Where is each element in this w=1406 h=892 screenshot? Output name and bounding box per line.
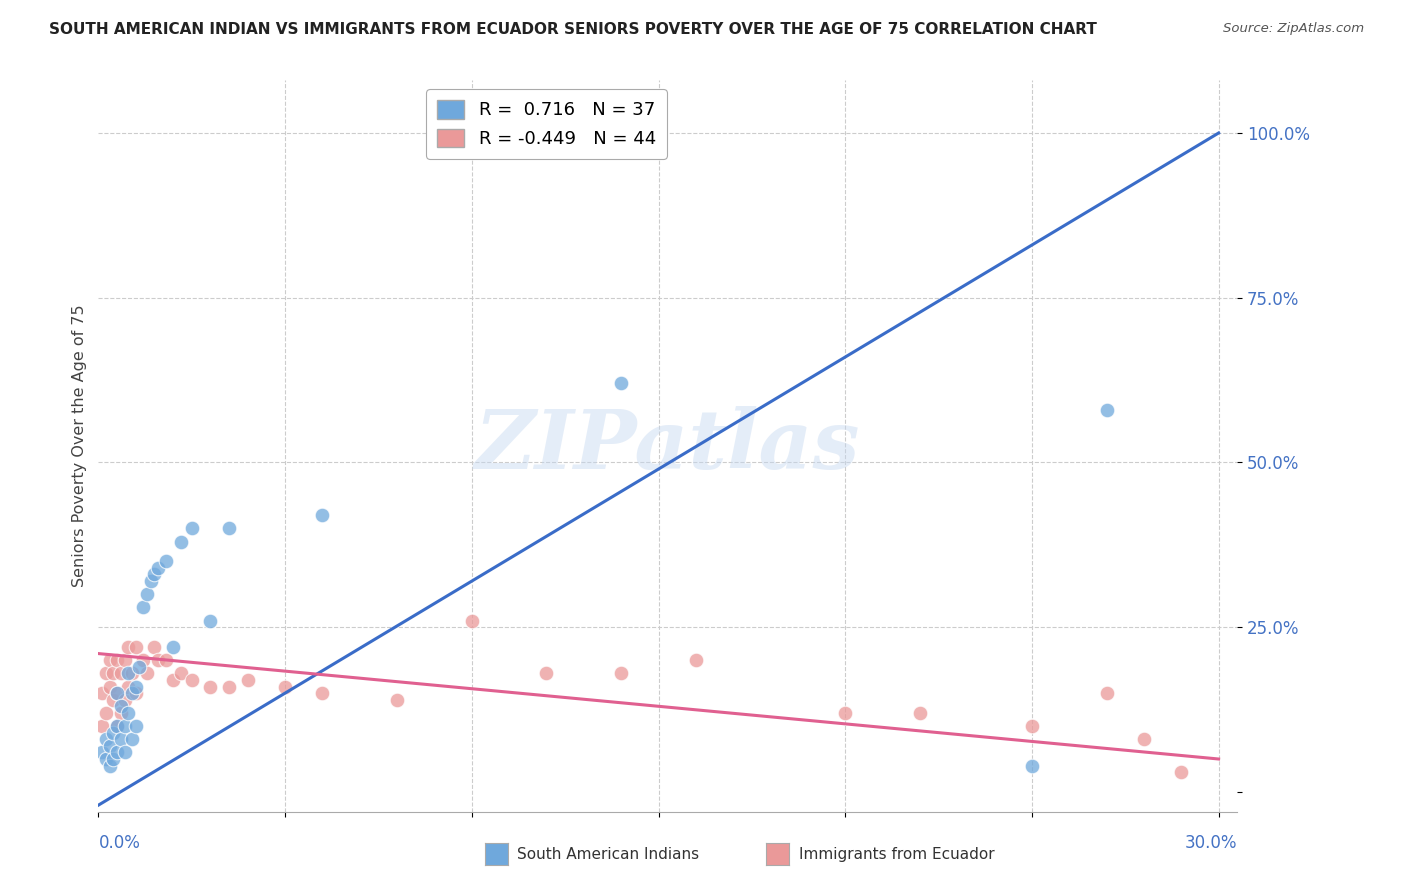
Point xyxy=(105,719,128,733)
Text: ZIPatlas: ZIPatlas xyxy=(475,406,860,486)
Point xyxy=(155,653,177,667)
Point xyxy=(218,680,240,694)
Point xyxy=(200,614,222,628)
Point xyxy=(162,640,184,654)
Point xyxy=(114,719,136,733)
Point xyxy=(105,686,128,700)
Point xyxy=(146,653,169,667)
Point xyxy=(121,732,143,747)
Point xyxy=(146,561,169,575)
Point xyxy=(103,692,125,706)
Point xyxy=(218,521,240,535)
Point xyxy=(114,653,136,667)
Text: South American Indians: South American Indians xyxy=(517,847,700,862)
Point xyxy=(110,732,132,747)
Point xyxy=(110,699,132,714)
Point xyxy=(114,746,136,760)
Point xyxy=(121,686,143,700)
Point xyxy=(117,640,139,654)
Point xyxy=(385,692,408,706)
Point xyxy=(110,706,132,720)
Point xyxy=(155,554,177,568)
Point xyxy=(125,719,148,733)
Point xyxy=(103,725,125,739)
Point xyxy=(1095,686,1118,700)
Point xyxy=(94,752,117,766)
Point xyxy=(143,567,166,582)
Point xyxy=(105,719,128,733)
Point xyxy=(1095,402,1118,417)
Point xyxy=(461,614,484,628)
Point xyxy=(121,666,143,681)
Point xyxy=(143,640,166,654)
Point xyxy=(128,659,150,673)
Point xyxy=(834,706,856,720)
Point xyxy=(105,653,128,667)
Point xyxy=(94,732,117,747)
Text: 0.0%: 0.0% xyxy=(98,834,141,852)
Point xyxy=(1170,765,1192,780)
Point xyxy=(98,739,121,753)
Point xyxy=(1021,758,1043,772)
Point xyxy=(117,680,139,694)
Point xyxy=(98,758,121,772)
Point xyxy=(91,719,114,733)
Point xyxy=(103,752,125,766)
Point xyxy=(132,600,155,615)
Point xyxy=(117,666,139,681)
Point xyxy=(180,521,202,535)
Point xyxy=(110,666,132,681)
Point xyxy=(536,666,558,681)
Point xyxy=(200,680,222,694)
Point xyxy=(1133,732,1156,747)
Point xyxy=(162,673,184,687)
Point xyxy=(685,653,707,667)
Point xyxy=(169,534,191,549)
Point xyxy=(311,508,333,523)
Text: Source: ZipAtlas.com: Source: ZipAtlas.com xyxy=(1223,22,1364,36)
Point xyxy=(103,666,125,681)
Point xyxy=(91,746,114,760)
Point xyxy=(117,706,139,720)
Point xyxy=(236,673,259,687)
Y-axis label: Seniors Poverty Over the Age of 75: Seniors Poverty Over the Age of 75 xyxy=(72,305,87,587)
Point xyxy=(139,574,162,588)
Point xyxy=(136,666,159,681)
Point xyxy=(125,640,148,654)
Legend: R =  0.716   N = 37, R = -0.449   N = 44: R = 0.716 N = 37, R = -0.449 N = 44 xyxy=(426,89,666,159)
Point xyxy=(98,653,121,667)
Point xyxy=(610,666,633,681)
Point xyxy=(125,686,148,700)
Point xyxy=(274,680,297,694)
Point xyxy=(461,126,484,140)
Point xyxy=(908,706,931,720)
Point xyxy=(105,746,128,760)
Point xyxy=(169,666,191,681)
Point xyxy=(1021,719,1043,733)
Point xyxy=(105,686,128,700)
Point xyxy=(610,376,633,391)
Point xyxy=(94,666,117,681)
Text: SOUTH AMERICAN INDIAN VS IMMIGRANTS FROM ECUADOR SENIORS POVERTY OVER THE AGE OF: SOUTH AMERICAN INDIAN VS IMMIGRANTS FROM… xyxy=(49,22,1097,37)
Text: Immigrants from Ecuador: Immigrants from Ecuador xyxy=(799,847,994,862)
Point xyxy=(98,680,121,694)
Point xyxy=(125,680,148,694)
Point xyxy=(311,686,333,700)
Point xyxy=(114,692,136,706)
Point xyxy=(91,686,114,700)
Point xyxy=(132,653,155,667)
Point xyxy=(180,673,202,687)
Point xyxy=(136,587,159,601)
Point xyxy=(94,706,117,720)
Text: 30.0%: 30.0% xyxy=(1185,834,1237,852)
